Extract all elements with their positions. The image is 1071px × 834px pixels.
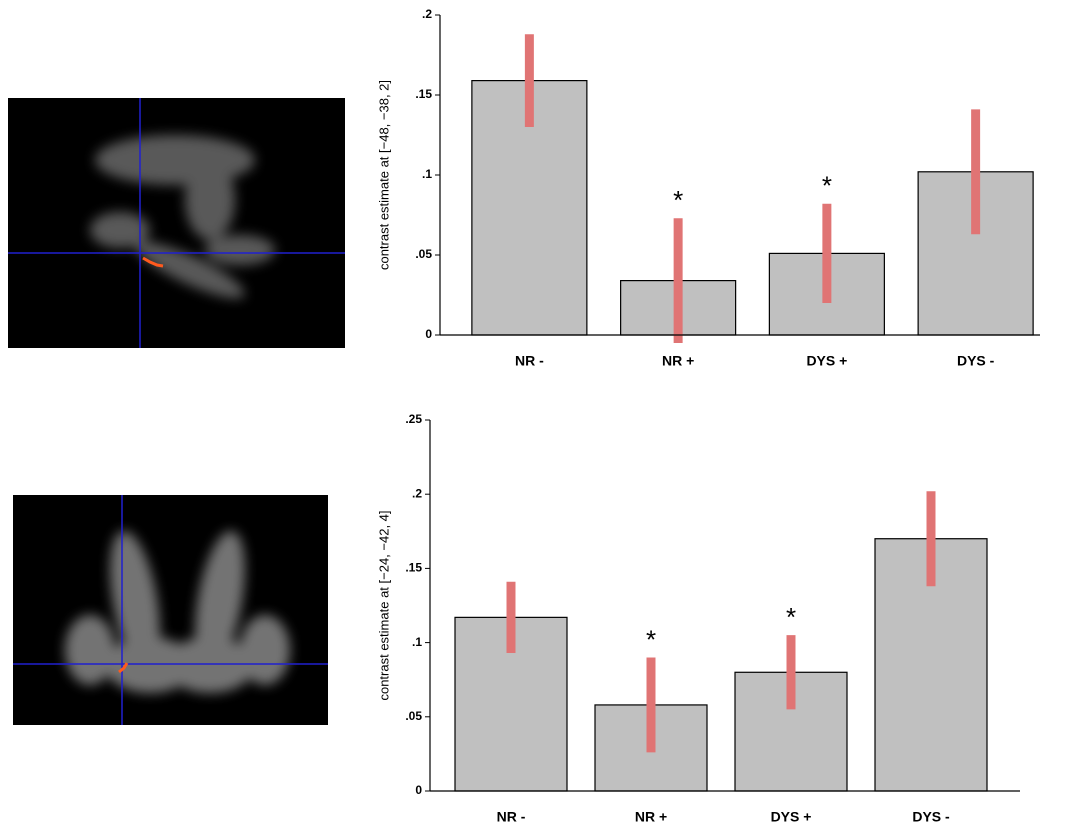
significance-star: * <box>786 602 796 632</box>
y-axis-label: contrast estimate at [−48, −38, 2] <box>376 80 391 270</box>
y-tick-label: .25 <box>405 412 422 426</box>
brain-image-top <box>8 98 345 348</box>
figure: contrast estimate at [−48, −38, 2] NR - NR… <box>0 0 1071 834</box>
y-tick-label: .1 <box>422 167 432 181</box>
x-tick-label: DYS - <box>957 353 995 369</box>
significance-star: * <box>822 171 832 201</box>
y-tick-label: .15 <box>415 87 432 101</box>
brain-image-bottom <box>13 495 328 725</box>
y-tick-label: .05 <box>415 247 432 261</box>
y-tick-label: .05 <box>405 709 422 723</box>
x-tick-label: NR - <box>515 353 544 369</box>
y-tick-label: .1 <box>412 635 422 649</box>
y-tick-label: .2 <box>412 486 422 500</box>
y-tick-label: .15 <box>405 561 422 575</box>
x-tick-label: NR + <box>662 353 694 369</box>
y-tick-label: 0 <box>415 783 422 797</box>
x-tick-label: DYS + <box>771 809 812 825</box>
y-tick-label: .2 <box>422 7 432 21</box>
x-tick-label: DYS - <box>912 809 950 825</box>
y-axis-label: contrast estimate at [−24, −42, 4] <box>376 510 391 700</box>
x-tick-label: NR - <box>497 809 526 825</box>
x-tick-label: NR + <box>635 809 667 825</box>
significance-star: * <box>673 185 683 215</box>
y-tick-label: 0 <box>425 327 432 341</box>
significance-star: * <box>646 624 656 654</box>
x-tick-label: DYS + <box>806 353 847 369</box>
